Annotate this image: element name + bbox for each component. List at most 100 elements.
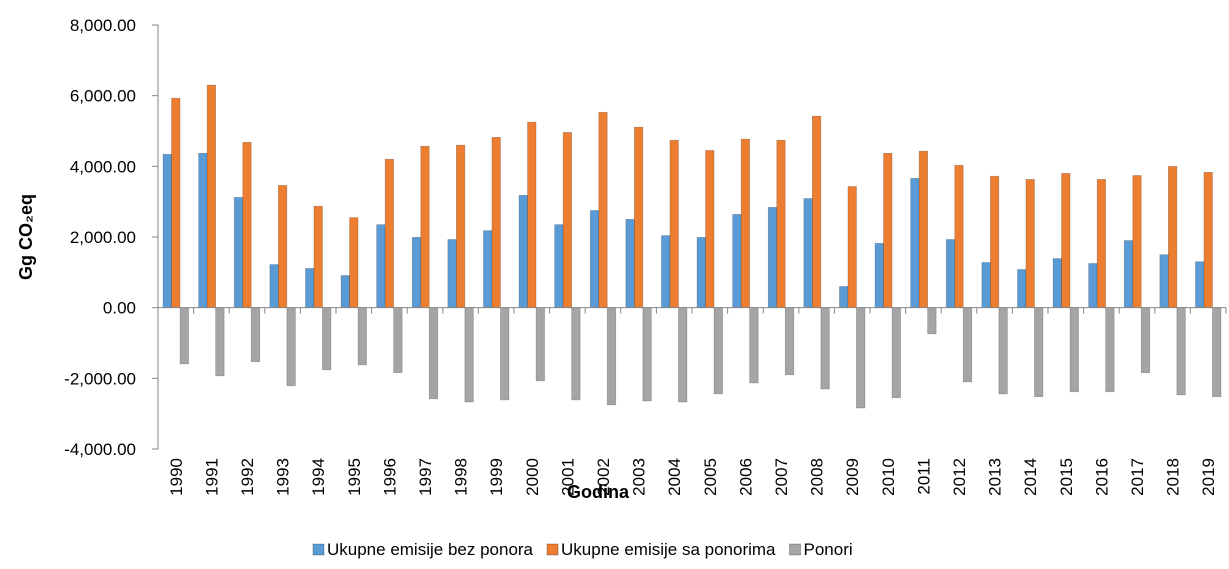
x-tick-label: 2016 bbox=[1092, 458, 1111, 496]
bar bbox=[776, 139, 786, 309]
x-tick-label: 2013 bbox=[986, 458, 1005, 496]
legend-swatch bbox=[312, 543, 325, 556]
bar bbox=[1105, 307, 1115, 393]
bar bbox=[464, 307, 474, 403]
bar bbox=[162, 153, 172, 309]
y-tick-label: -2,000.00 bbox=[64, 369, 136, 388]
bar bbox=[820, 307, 830, 390]
bar bbox=[215, 307, 225, 377]
bar bbox=[989, 175, 1000, 309]
bar bbox=[910, 177, 920, 309]
bar bbox=[678, 307, 688, 403]
x-tick-label: 1998 bbox=[452, 458, 471, 496]
bar bbox=[518, 194, 528, 309]
x-tick-label: 1993 bbox=[274, 458, 293, 496]
bar bbox=[696, 237, 706, 309]
y-tick-label: 2,000.00 bbox=[70, 228, 136, 247]
x-tick-label: 2008 bbox=[808, 458, 827, 496]
bar bbox=[322, 307, 332, 371]
bar bbox=[171, 97, 181, 309]
bar bbox=[839, 286, 849, 309]
bar bbox=[803, 198, 813, 309]
x-axis-title: Godina bbox=[567, 482, 630, 502]
x-tick-label: 1995 bbox=[345, 458, 364, 496]
bar bbox=[242, 141, 252, 309]
x-tick-label: 2012 bbox=[950, 458, 969, 496]
x-tick-label: 2007 bbox=[772, 458, 791, 496]
bar bbox=[998, 307, 1008, 395]
bar bbox=[286, 307, 296, 387]
x-tick-label: 1992 bbox=[238, 458, 257, 496]
x-tick-label: 2003 bbox=[630, 458, 649, 496]
bar bbox=[883, 152, 893, 309]
bar bbox=[1195, 261, 1205, 309]
bar bbox=[179, 307, 189, 365]
bar bbox=[447, 239, 457, 309]
bar bbox=[847, 186, 857, 309]
bar bbox=[705, 150, 715, 309]
x-tick-label: 2010 bbox=[879, 458, 898, 496]
y-tick-label: 4,000.00 bbox=[70, 157, 136, 176]
y-tick-label: -4,000.00 bbox=[64, 440, 136, 459]
bar bbox=[962, 307, 973, 383]
bar bbox=[945, 239, 956, 309]
bar bbox=[1167, 165, 1178, 309]
legend-swatch bbox=[789, 543, 802, 556]
bar bbox=[250, 307, 261, 363]
x-tick-label: 2001 bbox=[558, 458, 577, 496]
bar bbox=[411, 237, 422, 309]
bar bbox=[1025, 179, 1035, 309]
x-tick-label: 2006 bbox=[736, 458, 755, 496]
y-axis-title: Gg CO₂eq bbox=[16, 194, 36, 280]
legend-swatch bbox=[546, 543, 559, 556]
bar bbox=[784, 307, 795, 376]
bar bbox=[740, 138, 751, 309]
bar bbox=[349, 217, 359, 309]
x-tick-label: 2009 bbox=[843, 458, 862, 496]
bar bbox=[357, 307, 367, 366]
bar bbox=[918, 150, 929, 309]
bar bbox=[198, 152, 208, 309]
bar bbox=[954, 164, 964, 309]
bar bbox=[1212, 307, 1222, 398]
x-tick-label: 2000 bbox=[523, 458, 542, 496]
bar bbox=[732, 214, 742, 309]
bar bbox=[669, 139, 679, 309]
bar bbox=[1088, 263, 1098, 309]
bar bbox=[1203, 171, 1213, 309]
bar bbox=[420, 145, 430, 309]
x-tick-label: 2011 bbox=[914, 458, 933, 495]
bar bbox=[313, 205, 323, 309]
bar bbox=[491, 137, 501, 309]
bar bbox=[384, 158, 394, 309]
bar bbox=[1123, 240, 1134, 309]
bar bbox=[269, 264, 279, 309]
x-tick-label: 1997 bbox=[416, 458, 435, 496]
bar bbox=[642, 307, 652, 402]
x-tick-label: 2017 bbox=[1128, 458, 1147, 496]
bar bbox=[874, 243, 884, 309]
bar bbox=[1132, 175, 1142, 309]
bar bbox=[1159, 254, 1169, 309]
bar bbox=[393, 307, 403, 374]
bar bbox=[233, 197, 244, 309]
x-tick-label: 1999 bbox=[487, 458, 506, 496]
bar bbox=[305, 268, 315, 309]
x-tick-label: 2004 bbox=[665, 458, 684, 496]
legend-label: Ukupne emisije bez ponora bbox=[327, 540, 534, 559]
bar bbox=[811, 115, 822, 309]
bar bbox=[340, 275, 350, 309]
bar bbox=[767, 206, 778, 309]
bar bbox=[1034, 307, 1044, 398]
bar bbox=[713, 307, 723, 395]
legend-label: Ukupne emisije sa ponorima bbox=[561, 540, 776, 559]
bar bbox=[606, 307, 617, 406]
x-tick-label: 2002 bbox=[594, 458, 613, 496]
bar bbox=[562, 132, 573, 309]
bar bbox=[1176, 307, 1186, 396]
y-tick-label: 0.00 bbox=[103, 299, 136, 318]
bar bbox=[206, 84, 216, 309]
bar bbox=[1140, 307, 1151, 374]
bar bbox=[535, 307, 545, 382]
